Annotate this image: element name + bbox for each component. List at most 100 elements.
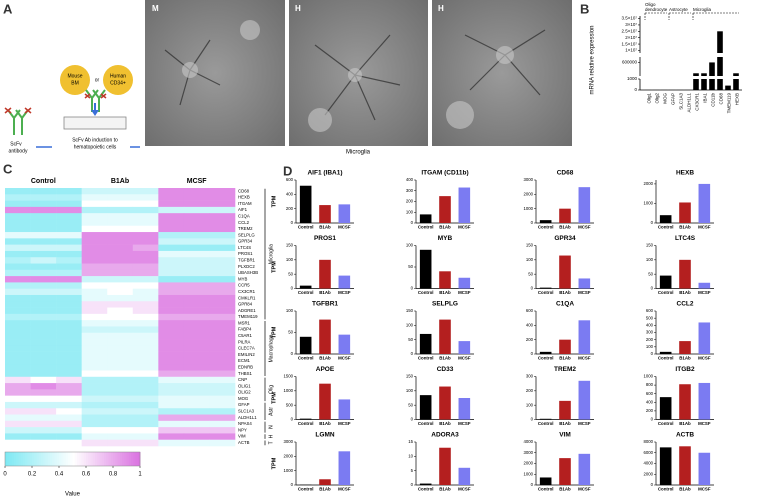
colorbar-step	[59, 452, 62, 466]
heatmap-cell	[107, 408, 134, 415]
heatmap-cell	[30, 269, 57, 277]
heatmap-cell	[107, 376, 134, 384]
y-tick-label: 8000	[643, 439, 653, 444]
row-label: SELPLG	[238, 232, 255, 237]
chart-title: ITGAM (CD11b)	[421, 170, 468, 177]
bar	[319, 205, 331, 223]
x-tick-label: Control	[658, 356, 674, 361]
y-tick-label: 0	[411, 286, 414, 291]
bar	[693, 79, 699, 90]
y-tick-label: 10	[408, 453, 413, 458]
y-tick-label: 500	[646, 315, 654, 320]
heatmap-cell	[81, 339, 108, 346]
bar	[338, 334, 351, 354]
colorbar-step	[50, 452, 53, 466]
heatmap-cell	[158, 364, 185, 371]
bar	[725, 85, 731, 90]
chart-title: APOE	[316, 366, 335, 373]
x-tick-label: MCSF	[698, 487, 711, 492]
heatmap-cell	[107, 389, 134, 396]
heatmap-cell	[183, 370, 210, 378]
heatmap-cell	[81, 232, 108, 239]
column-header: B1Ab	[111, 178, 129, 185]
heatmap-cell	[107, 213, 134, 220]
bar	[319, 319, 331, 354]
heatmap-cell	[158, 332, 185, 340]
x-tick-label: B1Ab	[439, 225, 451, 230]
y-tick-label: 100	[406, 322, 414, 327]
y-tick-label: 2000	[283, 453, 293, 458]
heatmap-cell	[56, 250, 82, 258]
column-header: Control	[31, 178, 56, 185]
x-tick-label: B1Ab	[319, 421, 331, 426]
x-tick-label: Control	[298, 290, 314, 295]
row-label: PLXDC2	[238, 264, 255, 269]
y-axis-title: mRNA relative expression	[590, 25, 596, 94]
y-tick-label: 200	[406, 199, 414, 204]
heatmap-cell	[5, 301, 31, 308]
bar	[717, 31, 723, 53]
heatmap-cell	[183, 326, 210, 334]
heatmap-cell	[81, 213, 108, 220]
heatmap-cell	[183, 194, 210, 201]
heatmap-cell	[209, 376, 236, 384]
heatmap-cell	[209, 276, 236, 283]
heatmap-cell	[209, 257, 236, 264]
x-tick-label: MOG	[663, 93, 668, 104]
y-tick-label: 200	[526, 337, 534, 342]
heatmap-cell	[132, 339, 159, 346]
heatmap-cell	[30, 257, 57, 264]
colorbar-step	[131, 452, 134, 466]
heatmap-cell	[209, 408, 236, 415]
y-tick-label: 600	[646, 391, 654, 396]
colorbar-tick-label: 0.4	[55, 472, 64, 478]
bar	[698, 382, 711, 420]
bar	[717, 79, 723, 90]
y-tick-label: 2×10⁷	[625, 35, 637, 40]
row-label: CX3CR1	[238, 289, 256, 294]
heatmap-cell	[158, 326, 185, 334]
chart-title: ACTB	[676, 432, 694, 439]
heatmap-cell	[56, 206, 82, 214]
row-label: NPAS4	[238, 421, 252, 426]
x-tick-label: MCSF	[578, 225, 591, 230]
group-label: Microglia	[268, 244, 274, 264]
y-tick-label: 1000	[283, 468, 293, 473]
heatmap-cell	[30, 414, 57, 422]
heatmap-cell	[56, 313, 82, 321]
heatmap-cell	[81, 433, 108, 441]
heatmap-cell	[132, 357, 159, 365]
bar	[578, 278, 591, 289]
y-tick-label: 50	[408, 337, 413, 342]
heatmap-cell	[5, 326, 31, 334]
x-tick-label: CD68	[719, 93, 724, 105]
heatmap-cell	[30, 389, 57, 396]
heatmap-cell	[107, 200, 134, 208]
label: CD34+	[110, 80, 126, 86]
y-tick-label: 0	[651, 351, 654, 356]
heatmap-cell	[183, 188, 210, 195]
heatmap-cell	[107, 313, 134, 321]
y-axis-title: TPM	[271, 457, 277, 469]
y-tick-label: 100	[646, 344, 654, 349]
x-tick-label: Control	[538, 225, 554, 230]
heatmap-cell	[158, 244, 185, 252]
micrograph-label: H	[295, 4, 301, 13]
bar	[698, 282, 711, 289]
x-tick-label: TMEM119	[727, 93, 732, 114]
heatmap-cell	[132, 351, 159, 359]
x-tick-label: HEXB	[735, 93, 740, 105]
heatmap-cell	[5, 420, 31, 428]
colorbar-step	[135, 452, 139, 466]
y-tick-label: 1000	[643, 201, 653, 206]
heatmap-cell	[158, 351, 185, 359]
colorbar-step	[86, 452, 89, 466]
heatmap-cell	[132, 395, 159, 403]
heatmap-cell	[5, 364, 31, 371]
heatmap-cell	[81, 188, 108, 195]
heatmap-cell	[132, 320, 159, 327]
colorbar-step	[128, 452, 132, 466]
heatmap-cell	[107, 364, 134, 371]
heatmap-cell	[183, 345, 210, 352]
heatmap-cell	[56, 414, 82, 422]
